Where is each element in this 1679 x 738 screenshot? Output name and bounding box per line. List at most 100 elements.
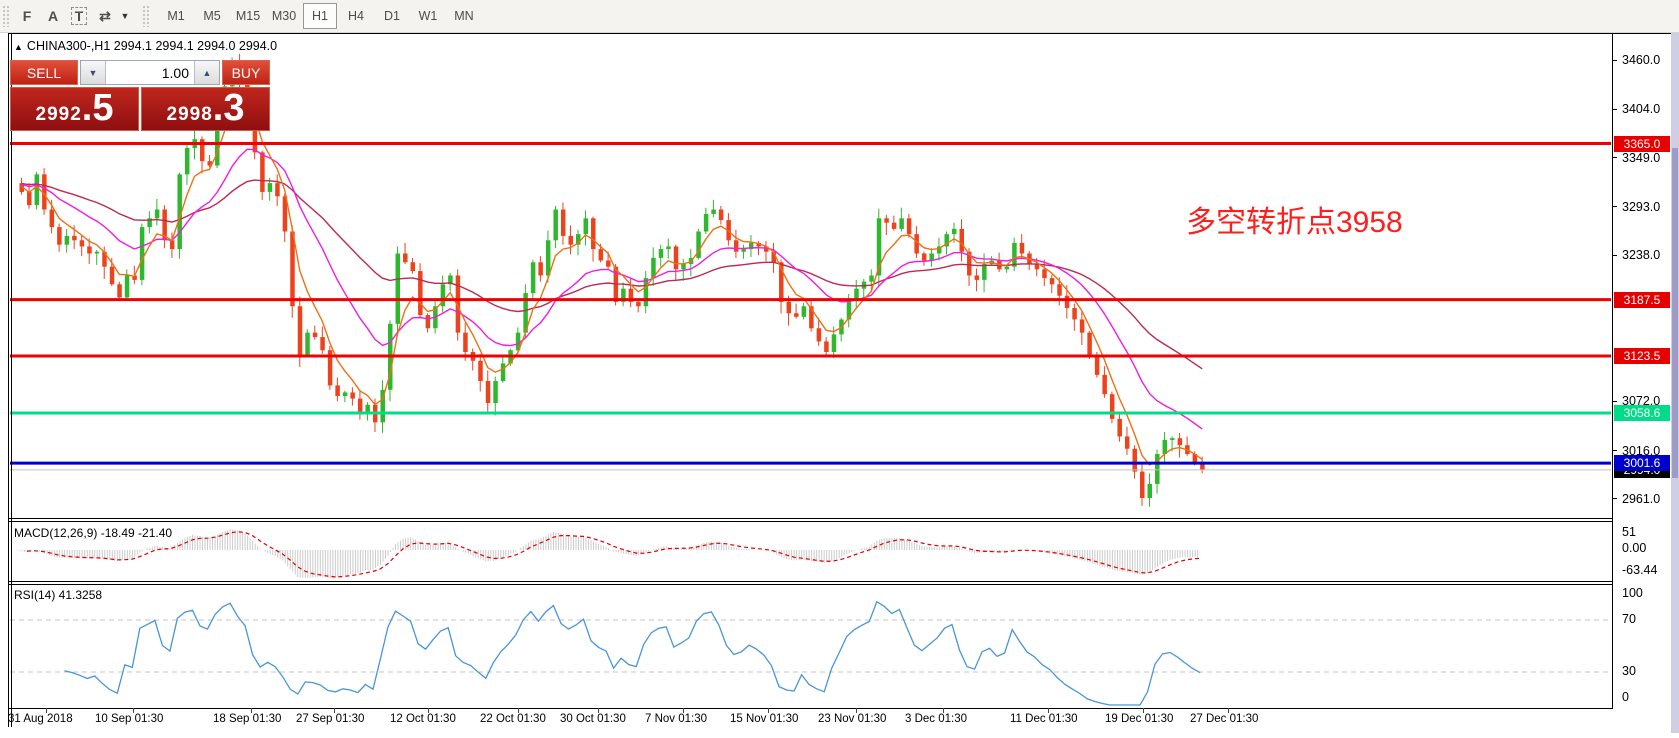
dropdown-caret-icon-glyph: ▼	[120, 11, 130, 21]
timeframe-button-h1[interactable]: H1	[303, 3, 337, 29]
chart-title: CHINA300-,H1 2994.1 2994.1 2994.0 2994.0	[26, 39, 278, 53]
sell-button[interactable]: SELL	[10, 60, 78, 85]
chart-right-border	[1612, 33, 1613, 708]
toolbar-grip-2[interactable]	[142, 5, 150, 27]
time-tick-label: 30 Oct 01:30	[560, 713, 626, 725]
time-tick-label: 11 Dec 01:30	[1010, 713, 1078, 725]
time-tick-label: 3 Dec 01:30	[905, 713, 968, 725]
time-tick-label: 27 Dec 01:30	[1190, 713, 1259, 725]
font-a-icon-glyph: A	[47, 8, 59, 24]
price-tick-label: 3404.0	[1622, 102, 1661, 117]
grid-f-icon[interactable]: F	[14, 4, 40, 28]
time-tick	[1143, 708, 1144, 713]
price-tick-label: 3460.0	[1622, 53, 1661, 67]
time-tick	[943, 708, 944, 713]
volume-down-button[interactable]: ▼	[81, 61, 106, 84]
rsi-scale-label: 0	[1622, 690, 1629, 704]
grid-f-icon-glyph: F	[22, 8, 32, 24]
chart-top-border	[8, 33, 1671, 34]
price-tick	[1612, 450, 1617, 451]
arrows-tool-icon[interactable]: ⇄	[92, 4, 118, 28]
price-level-badge: 3365.0	[1614, 135, 1670, 152]
rsi-panel-top-border	[8, 584, 1613, 585]
volume-up-button[interactable]: ▲	[194, 61, 219, 84]
price-tick	[1612, 157, 1617, 159]
macd-panel-bottom-border	[8, 581, 1613, 582]
rsi-label: RSI(14) 41.3258	[14, 588, 103, 602]
time-tick-label: 15 Nov 01:30	[730, 713, 799, 725]
rsi-scale-label: 30	[1622, 664, 1636, 678]
price-tick-label: 3349.0	[1622, 150, 1661, 165]
macd-label: MACD(12,26,9) -18.49 -21.40	[14, 526, 173, 540]
macd-scale-label: 51	[1622, 525, 1636, 539]
price-level-badge: 3058.6	[1614, 405, 1670, 422]
time-tick-label: 19 Dec 01:30	[1105, 713, 1174, 725]
vertical-scrollbar[interactable]	[1671, 33, 1679, 733]
price-tick-label: 3293.0	[1622, 199, 1661, 214]
rsi-panel-bottom-border	[8, 708, 1613, 709]
volume-input[interactable]: 1.00	[161, 64, 189, 81]
time-tick	[251, 708, 252, 713]
rsi-scale-label: 100	[1622, 586, 1643, 600]
font-a-icon[interactable]: A	[40, 4, 66, 28]
buy-button[interactable]: BUY	[222, 60, 270, 85]
price-level-badge: 3187.5	[1614, 291, 1670, 308]
timeframe-button-w1[interactable]: W1	[418, 9, 438, 23]
volume-box: ▼ 1.00 ▲	[80, 60, 220, 85]
time-tick-label: 27 Sep 01:30	[296, 713, 365, 725]
time-tick	[598, 708, 599, 713]
timeframe-button-mn[interactable]: MN	[454, 9, 474, 23]
timeframe-button-m30[interactable]: M30	[271, 9, 297, 23]
time-tick	[1048, 708, 1049, 713]
sell-price-button[interactable]: 2992.5	[10, 87, 139, 131]
symbol-triangle-icon: ▲	[14, 42, 23, 52]
chart-annotation-text[interactable]: 多空转折点3958	[1186, 206, 1403, 239]
time-tick	[133, 708, 134, 713]
price-tick-label: 3238.0	[1622, 248, 1661, 263]
price-tick	[1612, 108, 1617, 110]
price-tick-label: 2961.0	[1622, 491, 1661, 506]
chart-left-border	[8, 33, 9, 727]
macd-panel-top-border	[8, 521, 1613, 522]
price-tick-label: 3072.0	[1622, 394, 1661, 409]
toolbar-grip[interactable]	[2, 5, 10, 27]
time-tick	[768, 708, 769, 713]
vertical-scrollbar-thumb[interactable]	[1672, 148, 1678, 478]
buy-price-main: 2998	[166, 104, 213, 125]
time-tick	[683, 708, 684, 713]
arrows-tool-icon-glyph: ⇄	[99, 7, 111, 24]
time-tick	[334, 708, 335, 713]
time-tick-label: 12 Oct 01:30	[390, 713, 456, 725]
timeframe-button-d1[interactable]: D1	[384, 9, 400, 23]
one-click-trade-panel: SELL ▼ 1.00 ▲ BUY 2992.5 2998.3	[10, 60, 270, 131]
price-tick	[1612, 59, 1617, 61]
chart-left-border-2	[11, 33, 12, 727]
buy-price-button[interactable]: 2998.3	[141, 87, 270, 131]
price-tick	[1612, 498, 1617, 500]
text-label-icon-glyph: T	[70, 7, 88, 25]
time-tick	[428, 708, 429, 713]
text-label-icon[interactable]: T	[66, 4, 92, 28]
time-tick	[46, 708, 47, 713]
timeframe-button-m1[interactable]: M1	[167, 9, 185, 23]
time-tick	[1228, 708, 1229, 713]
main-panel-bottom-border	[8, 518, 1613, 519]
dropdown-caret-icon[interactable]: ▼	[118, 4, 132, 28]
price-tick	[1612, 254, 1617, 256]
time-tick-label: 10 Sep 01:30	[95, 713, 164, 725]
price-tick	[1612, 400, 1617, 402]
price-tick-label: 3016.0	[1622, 443, 1661, 458]
timeframe-group: M1 M5 M15 M30 H1 H4 D1 W1 MN	[158, 3, 482, 29]
time-tick-label: 31 Aug 2018	[8, 713, 73, 725]
time-tick-label: 23 Nov 01:30	[818, 713, 887, 725]
top-toolbar: F A T ⇄ ▼ M1 M5 M15 M30 H1 H4 D1 W1 MN	[0, 0, 1679, 33]
sell-price-main: 2992	[35, 104, 82, 125]
time-tick-label: 22 Oct 01:30	[480, 713, 546, 725]
time-tick-label: 7 Nov 01:30	[645, 713, 708, 725]
timeframe-button-h4[interactable]: H4	[348, 9, 364, 23]
price-tick	[1612, 206, 1617, 208]
timeframe-button-m5[interactable]: M5	[203, 9, 221, 23]
chart-header: ▲ CHINA300-,H1 2994.1 2994.1 2994.0 2994.…	[14, 39, 277, 53]
timeframe-button-m15[interactable]: M15	[235, 9, 261, 23]
